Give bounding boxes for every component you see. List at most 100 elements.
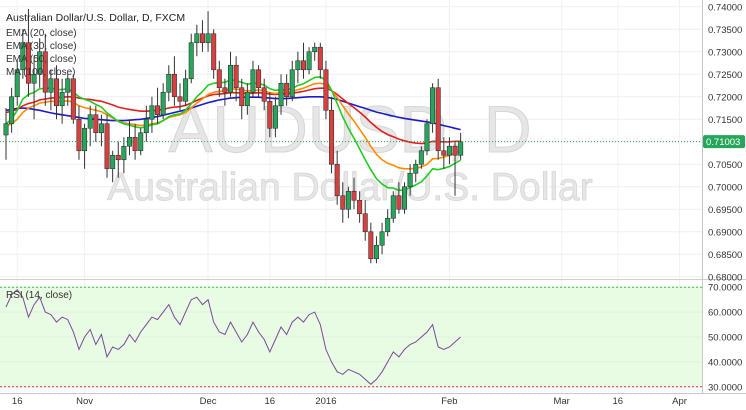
candle xyxy=(340,182,346,223)
candle-body xyxy=(368,231,374,260)
price-tick-label: 0.70500 xyxy=(708,160,742,171)
rsi-line xyxy=(5,288,461,385)
candle xyxy=(233,56,239,102)
chart-title: Australian Dollar/U.S. Dollar, D, FXCM xyxy=(6,12,185,24)
rsi-label: RSI (14, close) xyxy=(6,290,72,301)
candle xyxy=(357,191,363,223)
candle-body xyxy=(37,51,43,75)
candle xyxy=(216,60,222,97)
price-tick-label: 0.68000 xyxy=(708,272,742,283)
candle xyxy=(284,74,290,106)
candle-body xyxy=(458,141,464,156)
candle-body xyxy=(3,123,9,136)
candle xyxy=(256,65,262,97)
candle xyxy=(76,105,82,160)
candle xyxy=(323,60,329,120)
candle-body xyxy=(93,114,99,134)
candle-body xyxy=(244,91,250,107)
candle-body xyxy=(396,195,402,210)
candle xyxy=(3,108,9,160)
candle-body xyxy=(87,114,93,129)
candle-body xyxy=(430,87,436,125)
candle-body xyxy=(76,118,82,152)
candle-body xyxy=(82,127,88,152)
candle-body xyxy=(132,136,138,152)
price-tick-label: 0.69500 xyxy=(708,205,742,216)
candle-body xyxy=(138,132,144,152)
candle xyxy=(160,83,166,120)
candle xyxy=(278,74,284,115)
candle-body xyxy=(177,96,183,102)
price-axis: 0.74000 0.73500 0.73000 0.72500 0.72000 0.715… xyxy=(702,0,745,393)
candle-body xyxy=(407,172,413,188)
candle-body xyxy=(272,105,278,129)
legend-ma100: MA (100, close) xyxy=(6,67,75,78)
candle xyxy=(351,177,357,210)
candle-body xyxy=(306,51,312,71)
candle xyxy=(149,96,155,133)
candle xyxy=(121,137,127,174)
candle xyxy=(143,105,149,142)
candle xyxy=(25,9,31,97)
candle-body xyxy=(334,163,340,197)
candle xyxy=(177,83,183,111)
candle xyxy=(458,132,464,160)
candle-body xyxy=(171,73,177,98)
candle xyxy=(312,42,318,61)
time-tick-label: 16 xyxy=(613,396,624,407)
candle xyxy=(115,141,121,178)
candle-body xyxy=(188,42,194,80)
candle xyxy=(87,105,93,147)
candle xyxy=(379,222,385,255)
candle-body xyxy=(261,87,267,102)
ema30-line xyxy=(5,82,461,170)
time-axis: 16 Nov Dec 16 2016 Feb Mar 16 Apr xyxy=(0,393,746,407)
candle-body xyxy=(362,213,368,233)
candle xyxy=(329,96,335,174)
time-tick-label: Apr xyxy=(672,396,687,407)
candle-body xyxy=(183,78,189,102)
candle xyxy=(166,65,172,102)
candle-body xyxy=(284,82,290,98)
time-tick-label: 16 xyxy=(265,396,276,407)
candle-body xyxy=(48,78,54,93)
candle-body xyxy=(424,123,430,152)
ema20-line xyxy=(5,76,461,192)
price-axis-labels: 0.74000 0.73500 0.73000 0.72500 0.72000 0.715… xyxy=(708,2,742,283)
time-tick-label: 2016 xyxy=(315,396,336,407)
rsi-tick-label: 60.0000 xyxy=(708,308,742,319)
candle-body xyxy=(295,60,301,71)
candle-body xyxy=(149,105,155,120)
candle-body xyxy=(385,217,391,233)
candle-body xyxy=(115,154,121,161)
candle xyxy=(295,51,301,84)
candle xyxy=(390,191,396,223)
candle-body xyxy=(222,87,228,93)
candle-body xyxy=(54,78,60,107)
rsi-tick-label: 70.0000 xyxy=(708,283,742,294)
candle-body xyxy=(155,105,161,116)
candle-body xyxy=(345,190,351,210)
legend-ema20: EMA (20, close) xyxy=(6,28,77,39)
candle-body xyxy=(289,69,295,98)
candle xyxy=(14,60,20,106)
candle-body xyxy=(239,87,245,107)
candle-body xyxy=(143,118,149,134)
candle xyxy=(37,38,43,88)
candle xyxy=(345,186,351,219)
candle-body xyxy=(250,69,256,93)
candle xyxy=(110,150,116,183)
candle-body xyxy=(379,231,385,246)
price-pane-background xyxy=(0,0,702,279)
time-tick-label: Mar xyxy=(553,396,569,407)
candle xyxy=(194,24,200,57)
rsi-tick-label: 50.0000 xyxy=(708,333,742,344)
candle xyxy=(430,83,436,133)
legend-ema30: EMA (30, close) xyxy=(6,41,77,52)
candle xyxy=(413,159,419,183)
candle-body xyxy=(323,69,329,111)
candle xyxy=(70,74,76,124)
price-tick-label: 0.73500 xyxy=(708,25,742,36)
candle xyxy=(289,60,295,102)
